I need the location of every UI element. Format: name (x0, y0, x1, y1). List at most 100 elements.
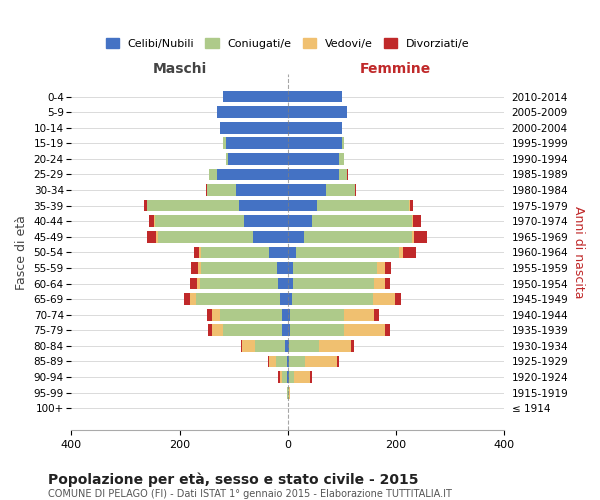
Bar (223, 324, 287, 336)
Bar (287, 278, 293, 289)
Bar (217, 106, 287, 118)
Bar (287, 294, 401, 305)
Text: Popolazione per età, sesso e stato civile - 2015: Popolazione per età, sesso e stato civil… (48, 472, 419, 487)
Bar (194, 246, 287, 258)
Bar (253, 231, 287, 242)
Bar (287, 153, 344, 164)
Bar (287, 138, 342, 149)
Bar (208, 324, 287, 336)
Bar (287, 387, 289, 398)
Bar (236, 184, 287, 196)
Bar (287, 278, 374, 289)
Bar (287, 309, 379, 320)
Bar (287, 184, 326, 196)
Bar (287, 153, 344, 164)
Bar (287, 356, 338, 368)
Bar (146, 231, 287, 242)
Bar (154, 216, 287, 227)
Bar (287, 138, 344, 149)
Bar (158, 231, 287, 242)
Bar (287, 246, 398, 258)
Bar (287, 324, 344, 336)
Bar (269, 356, 287, 368)
Bar (287, 246, 403, 258)
Bar (287, 294, 292, 305)
Bar (287, 262, 293, 274)
Bar (287, 231, 304, 242)
Bar (287, 184, 355, 196)
Bar (199, 246, 287, 258)
Bar (287, 309, 374, 320)
Bar (287, 122, 342, 134)
Bar (209, 168, 287, 180)
Bar (287, 278, 385, 289)
Text: COMUNE DI PELAGO (FI) - Dati ISTAT 1° gennaio 2015 - Elaborazione TUTTITALIA.IT: COMUNE DI PELAGO (FI) - Dati ISTAT 1° ge… (48, 489, 452, 499)
Bar (287, 246, 416, 258)
Bar (197, 278, 287, 289)
Bar (287, 122, 342, 134)
Bar (287, 106, 347, 118)
Text: Femmine: Femmine (360, 62, 431, 76)
Bar (287, 278, 391, 289)
Bar (196, 294, 287, 305)
Bar (223, 90, 287, 102)
Bar (287, 294, 373, 305)
Bar (287, 216, 413, 227)
Bar (226, 153, 287, 164)
Bar (228, 153, 287, 164)
Bar (212, 324, 287, 336)
Bar (287, 340, 354, 352)
Bar (287, 356, 337, 368)
Bar (277, 262, 287, 274)
Legend: Celibi/Nubili, Coniugati/e, Vedovi/e, Divorziati/e: Celibi/Nubili, Coniugati/e, Vedovi/e, Di… (101, 34, 475, 54)
Bar (287, 371, 310, 383)
Bar (190, 278, 287, 289)
Bar (223, 138, 287, 149)
Bar (255, 340, 287, 352)
Bar (206, 184, 287, 196)
Bar (287, 122, 342, 134)
Bar (287, 138, 344, 149)
Bar (287, 324, 385, 336)
Bar (287, 184, 355, 196)
Bar (269, 246, 287, 258)
Bar (287, 340, 352, 352)
Bar (287, 246, 296, 258)
Bar (212, 309, 287, 320)
Bar (282, 309, 287, 320)
Bar (287, 216, 312, 227)
Bar (226, 138, 287, 149)
Bar (220, 122, 287, 134)
Bar (287, 90, 342, 102)
Bar (217, 168, 287, 180)
Bar (287, 90, 342, 102)
Bar (287, 309, 344, 320)
Bar (287, 309, 290, 320)
Bar (287, 153, 339, 164)
Bar (149, 216, 287, 227)
Bar (287, 262, 385, 274)
Bar (242, 340, 287, 352)
Bar (287, 340, 319, 352)
Bar (201, 246, 287, 258)
Bar (223, 90, 287, 102)
Y-axis label: Fasce di età: Fasce di età (15, 215, 28, 290)
Bar (287, 216, 421, 227)
Bar (146, 200, 287, 211)
Bar (268, 356, 287, 368)
Bar (144, 200, 287, 211)
Bar (239, 200, 287, 211)
Bar (199, 262, 287, 274)
Bar (200, 278, 287, 289)
Bar (223, 90, 287, 102)
Bar (287, 294, 395, 305)
Bar (209, 168, 287, 180)
Bar (217, 106, 287, 118)
Bar (287, 168, 339, 180)
Bar (220, 309, 287, 320)
Bar (201, 262, 287, 274)
Bar (287, 231, 412, 242)
Bar (280, 371, 287, 383)
Bar (287, 200, 410, 211)
Bar (287, 231, 427, 242)
